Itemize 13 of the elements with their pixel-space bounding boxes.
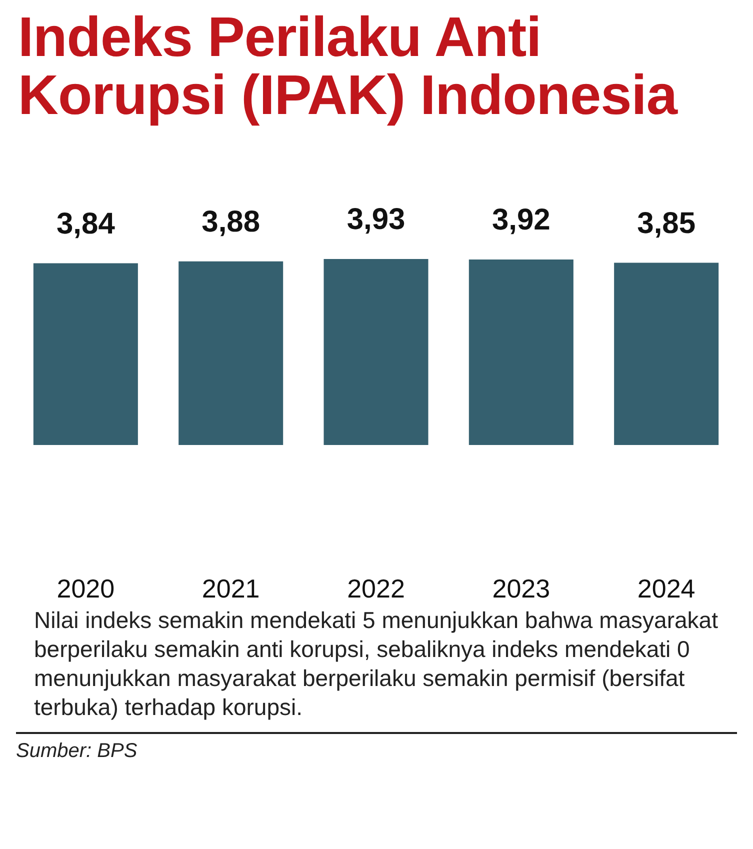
text: Sumber: BPS: [16, 732, 737, 763]
data-label: 3,93: [346, 203, 406, 236]
data-label: 3,84: [56, 207, 116, 240]
x-tick-label: 2023: [492, 574, 550, 604]
data-label: 3,85: [637, 206, 696, 240]
x-tick-label: 2024: [637, 574, 696, 604]
chart-title: Indeks Perilaku Anti Korupsi (IPAK) Indonesia: [18, 5, 679, 126]
x-tick-label: 2020: [56, 574, 115, 604]
x-tick-label: 2021: [202, 574, 260, 604]
data-label: 3,92: [492, 203, 550, 236]
x-tick-label: 2022: [347, 574, 405, 604]
data-label: 3,88: [202, 205, 260, 238]
text: Nilai indeks semakin mendekati 5 menunjukkan bahwa masyarakat berperilaku semakin anti korupsi, sebaliknya indeks mendekati 0 menunjukkan masyarakat berperilaku semakin permisif (bersifat terbuka) terhadap korupsi.: [34, 606, 719, 722]
